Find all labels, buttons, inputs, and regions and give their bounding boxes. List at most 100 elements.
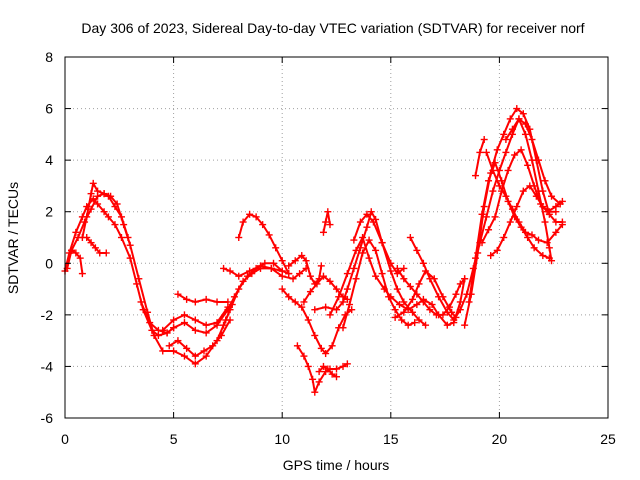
data-point — [528, 156, 536, 164]
data-point — [83, 234, 91, 241]
data-point — [400, 308, 408, 316]
data-point — [478, 239, 486, 247]
data-point — [174, 290, 182, 298]
data-point — [539, 252, 547, 260]
series-line — [302, 275, 349, 303]
data-point — [285, 293, 293, 301]
data-point — [94, 187, 102, 195]
data-point — [163, 329, 171, 337]
data-point — [472, 172, 480, 180]
data-point — [159, 347, 167, 355]
data-point — [456, 306, 464, 314]
data-point — [256, 262, 264, 270]
data-point — [319, 228, 327, 236]
data-point — [482, 148, 490, 156]
data-point — [261, 259, 269, 267]
series-line — [409, 117, 562, 321]
data-point — [393, 285, 401, 293]
data-point — [265, 231, 273, 239]
data-point — [413, 246, 421, 254]
plot-frame — [64, 56, 609, 419]
data-point — [422, 321, 430, 329]
data-point — [428, 301, 436, 309]
data-point — [409, 308, 417, 316]
data-point — [291, 298, 299, 306]
data-point — [150, 331, 158, 339]
data-point — [322, 303, 330, 311]
data-point — [202, 321, 210, 329]
series-arc-4 — [68, 246, 86, 278]
data-point — [222, 316, 230, 324]
series-line — [463, 107, 564, 327]
data-point — [304, 362, 312, 370]
data-point — [415, 280, 423, 288]
data-point — [311, 331, 319, 339]
data-point — [393, 264, 401, 272]
data-point — [246, 267, 254, 275]
series-arc-5 — [83, 234, 110, 257]
data-point — [502, 148, 510, 156]
series-arc-9 — [174, 290, 232, 306]
x-axis-label: GPS time / hours — [283, 457, 390, 473]
series-arc-32 — [472, 136, 488, 180]
data-point — [68, 246, 76, 254]
data-point — [213, 319, 221, 327]
data-point — [235, 234, 243, 241]
data-point — [406, 282, 414, 290]
data-point — [322, 218, 330, 226]
data-point — [391, 313, 399, 321]
data-point — [174, 337, 182, 345]
data-point — [378, 239, 386, 247]
data-point — [452, 290, 460, 298]
data-point — [363, 210, 371, 218]
data-point — [83, 213, 91, 221]
data-point — [508, 125, 516, 133]
chart-title: Day 306 of 2023, Sidereal Day-to-day VTE… — [81, 20, 584, 36]
data-point — [489, 166, 497, 174]
series-arc-18 — [311, 208, 430, 329]
data-point — [117, 213, 125, 221]
series-arc-3 — [78, 179, 132, 241]
x-tick-label: 0 — [61, 431, 69, 447]
data-point — [270, 259, 278, 267]
x-tick-label: 5 — [170, 431, 178, 447]
data-point — [315, 368, 323, 376]
data-point — [541, 218, 549, 226]
data-point — [493, 246, 501, 254]
data-point — [515, 218, 523, 226]
data-point — [180, 311, 188, 319]
data-point — [306, 272, 314, 280]
data-point — [224, 298, 232, 306]
data-point — [558, 221, 566, 229]
data-point — [326, 311, 334, 319]
data-point — [558, 197, 566, 205]
data-point — [96, 249, 104, 257]
data-point — [519, 110, 527, 118]
data-point — [285, 270, 293, 278]
data-point — [548, 192, 556, 200]
data-point — [365, 254, 373, 262]
data-point — [398, 316, 406, 324]
data-point — [456, 280, 464, 288]
data-point — [252, 213, 260, 221]
data-point — [552, 208, 560, 216]
data-point — [104, 192, 112, 200]
data-point — [126, 241, 134, 249]
data-point — [524, 234, 532, 241]
data-point — [220, 321, 228, 329]
data-point — [541, 177, 549, 185]
data-point — [476, 148, 484, 156]
data-point — [482, 213, 490, 221]
y-tick-label: -2 — [41, 307, 54, 323]
data-point — [506, 115, 514, 123]
data-point — [324, 208, 332, 216]
data-point — [506, 218, 514, 226]
data-point — [217, 331, 225, 339]
data-point — [530, 244, 538, 252]
data-point — [391, 306, 399, 314]
data-point — [372, 246, 380, 254]
data-point — [111, 221, 119, 229]
data-point — [356, 218, 364, 226]
data-point — [213, 298, 221, 306]
data-point — [191, 326, 199, 334]
